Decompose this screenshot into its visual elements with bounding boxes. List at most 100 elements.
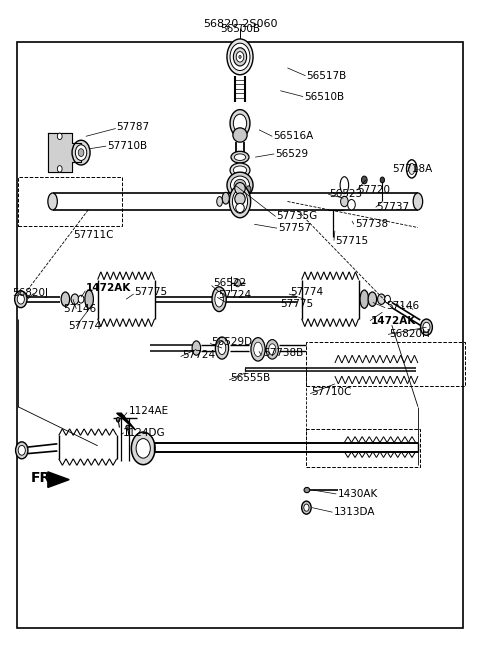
- Ellipse shape: [266, 340, 278, 359]
- Ellipse shape: [235, 193, 245, 205]
- Ellipse shape: [413, 193, 423, 210]
- Ellipse shape: [304, 504, 309, 511]
- Text: 1472AK: 1472AK: [371, 315, 416, 326]
- Text: 1124AE: 1124AE: [129, 405, 168, 416]
- Ellipse shape: [341, 196, 348, 207]
- Polygon shape: [117, 413, 136, 430]
- Ellipse shape: [234, 179, 246, 191]
- Ellipse shape: [233, 166, 247, 174]
- Ellipse shape: [235, 183, 245, 194]
- Ellipse shape: [408, 164, 415, 174]
- Text: 56820J: 56820J: [12, 288, 48, 298]
- Ellipse shape: [230, 176, 250, 194]
- Polygon shape: [48, 472, 69, 487]
- Text: 56510B: 56510B: [304, 91, 344, 102]
- Ellipse shape: [71, 294, 79, 304]
- Ellipse shape: [380, 177, 384, 183]
- Bar: [306, 429, 420, 466]
- Text: 57738B: 57738B: [263, 348, 303, 358]
- Ellipse shape: [348, 200, 355, 210]
- Ellipse shape: [215, 291, 223, 307]
- Text: 57774: 57774: [68, 321, 101, 331]
- Text: 57710C: 57710C: [311, 387, 351, 397]
- Ellipse shape: [48, 193, 57, 210]
- Ellipse shape: [227, 172, 253, 198]
- Text: 57737: 57737: [377, 202, 410, 212]
- Ellipse shape: [78, 295, 84, 303]
- Ellipse shape: [61, 292, 70, 306]
- Ellipse shape: [360, 290, 369, 308]
- Ellipse shape: [239, 55, 241, 58]
- Ellipse shape: [231, 151, 249, 163]
- Text: 56517B: 56517B: [306, 71, 347, 81]
- Ellipse shape: [246, 186, 251, 193]
- Polygon shape: [48, 133, 81, 172]
- Ellipse shape: [232, 190, 248, 213]
- Ellipse shape: [423, 323, 430, 332]
- Ellipse shape: [236, 52, 244, 62]
- Bar: [17, 42, 463, 628]
- Text: 57774: 57774: [290, 287, 323, 297]
- Text: 57724: 57724: [219, 290, 252, 300]
- Ellipse shape: [233, 48, 247, 66]
- Bar: [306, 342, 466, 386]
- Text: 57720: 57720: [358, 185, 391, 195]
- Text: 57735G: 57735G: [276, 212, 318, 221]
- Ellipse shape: [216, 337, 228, 359]
- Ellipse shape: [57, 133, 62, 139]
- Ellipse shape: [212, 287, 226, 311]
- Text: 56820H: 56820H: [389, 329, 430, 340]
- Ellipse shape: [233, 114, 247, 133]
- Ellipse shape: [117, 417, 120, 422]
- Text: 56516A: 56516A: [273, 131, 313, 141]
- Ellipse shape: [304, 487, 310, 493]
- Ellipse shape: [227, 39, 253, 75]
- Ellipse shape: [230, 43, 250, 70]
- Ellipse shape: [218, 342, 226, 355]
- Ellipse shape: [136, 439, 150, 458]
- Text: 57710B: 57710B: [107, 141, 147, 151]
- Text: 57715: 57715: [335, 236, 368, 246]
- Ellipse shape: [361, 176, 367, 184]
- Ellipse shape: [254, 342, 262, 357]
- Ellipse shape: [378, 294, 385, 304]
- Text: 57724: 57724: [182, 350, 215, 359]
- Bar: [18, 177, 122, 226]
- Ellipse shape: [57, 166, 62, 172]
- Text: 1124DG: 1124DG: [122, 428, 165, 438]
- Ellipse shape: [251, 338, 265, 361]
- Text: 56500B: 56500B: [220, 24, 260, 34]
- Text: 1313DA: 1313DA: [334, 507, 375, 517]
- Ellipse shape: [217, 196, 222, 206]
- Ellipse shape: [230, 110, 250, 137]
- Ellipse shape: [72, 140, 90, 165]
- Text: 56523: 56523: [329, 189, 362, 199]
- Text: 57775: 57775: [135, 287, 168, 297]
- Ellipse shape: [407, 160, 417, 178]
- Ellipse shape: [236, 204, 244, 213]
- Text: 56529: 56529: [276, 149, 309, 159]
- Ellipse shape: [78, 148, 84, 156]
- Ellipse shape: [14, 290, 27, 307]
- Text: 56529D: 56529D: [212, 336, 252, 346]
- Ellipse shape: [301, 501, 311, 514]
- Text: 57757: 57757: [278, 223, 311, 233]
- Ellipse shape: [17, 294, 24, 304]
- Ellipse shape: [235, 279, 240, 287]
- Ellipse shape: [222, 193, 229, 204]
- Ellipse shape: [234, 154, 246, 160]
- Ellipse shape: [230, 163, 250, 177]
- Text: 56555B: 56555B: [230, 373, 271, 383]
- Ellipse shape: [420, 319, 432, 335]
- Text: 57146: 57146: [63, 304, 96, 314]
- Ellipse shape: [85, 290, 94, 308]
- Text: 57787: 57787: [117, 122, 150, 131]
- Ellipse shape: [340, 177, 348, 194]
- Text: 57738: 57738: [355, 219, 388, 229]
- Ellipse shape: [15, 442, 28, 459]
- Ellipse shape: [126, 425, 129, 430]
- Ellipse shape: [233, 128, 247, 142]
- Ellipse shape: [75, 145, 87, 160]
- Text: 56522: 56522: [213, 278, 246, 288]
- Text: 57146: 57146: [386, 301, 419, 311]
